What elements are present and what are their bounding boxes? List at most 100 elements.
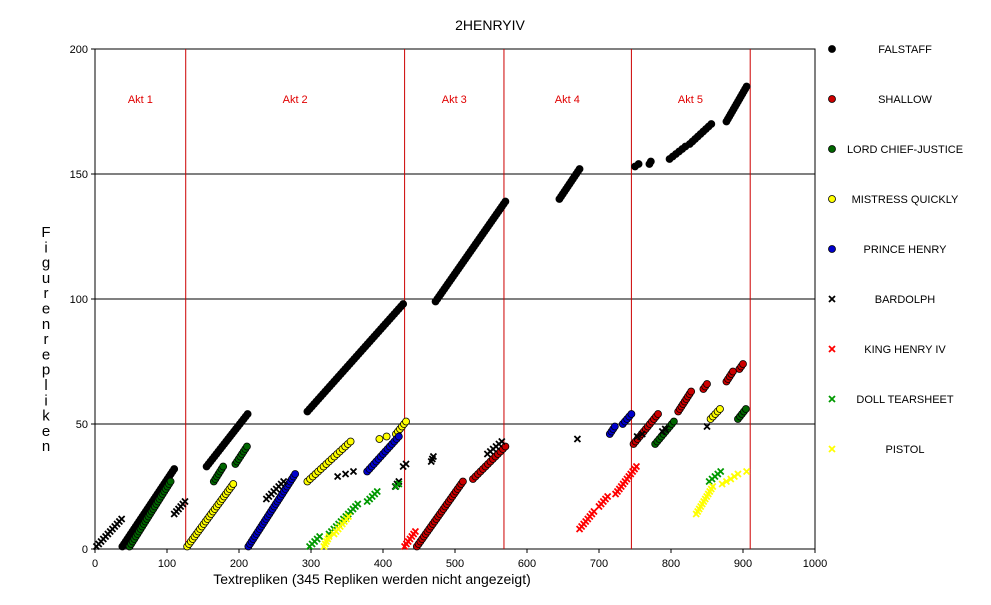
data-point <box>170 465 179 473</box>
y-tick-label: 0 <box>82 544 88 556</box>
y-tick-label: 200 <box>70 44 88 56</box>
legend-label: DOLL TEARSHEET <box>856 394 953 406</box>
x-tick-label: 900 <box>734 558 752 570</box>
act-label: Akt 1 <box>128 94 153 106</box>
data-point <box>828 345 836 353</box>
data-point <box>395 480 403 488</box>
data-point <box>243 442 251 451</box>
legend: FALSTAFF SHALLOW LORD CHIEF-JUSTICE MISTRES… <box>828 44 963 456</box>
data-point <box>742 467 751 476</box>
y-axis-label-char: l <box>44 377 47 394</box>
y-axis-label-char: e <box>42 423 50 440</box>
data-point <box>498 437 506 446</box>
data-point <box>687 387 696 396</box>
y-axis-label-char: k <box>42 408 50 425</box>
x-axis-label: Textrepliken (345 Repliken werden nicht … <box>213 571 531 587</box>
data-point <box>501 197 510 206</box>
data-point <box>661 425 669 433</box>
data-point <box>669 417 678 426</box>
data-point <box>739 360 747 368</box>
legend-label: KING HENRY IV <box>864 344 946 356</box>
data-point <box>501 442 510 451</box>
act-label: Akt 5 <box>678 94 703 106</box>
y-axis-label-char: n <box>42 438 50 455</box>
data-point <box>280 477 288 486</box>
data-point <box>382 432 391 441</box>
x-tick-label: 600 <box>518 558 536 570</box>
x-tick-label: 1000 <box>803 558 827 570</box>
y-axis-label-char: i <box>44 392 47 409</box>
act-boundaries: Akt 1 Akt 2 Akt 3 Akt 4 Akt 5 <box>128 49 751 549</box>
data-point <box>828 95 836 103</box>
data-point <box>346 437 355 446</box>
data-point <box>632 462 641 471</box>
data-point <box>341 470 350 478</box>
data-point <box>828 395 836 403</box>
y-axis-label-char: e <box>42 301 50 318</box>
data-point <box>604 492 612 501</box>
x-tick-label: 100 <box>158 558 176 570</box>
data-point <box>722 477 731 486</box>
data-point <box>334 472 342 481</box>
gridlines <box>95 173 815 425</box>
data-point <box>703 380 711 388</box>
data-point <box>638 430 646 438</box>
x-tick-label: 200 <box>230 558 248 570</box>
data-point <box>590 507 598 516</box>
y-axis-label-char: g <box>42 255 50 272</box>
data-point <box>219 462 228 471</box>
data-point <box>633 432 641 441</box>
data-point <box>729 367 737 376</box>
data-point <box>573 435 582 443</box>
data-point <box>707 120 716 128</box>
y-tick-label: 50 <box>76 419 88 431</box>
data-point <box>118 515 126 523</box>
act-label: Akt 4 <box>555 94 580 106</box>
y-axis-label-char: F <box>41 224 50 241</box>
data-point <box>373 487 381 496</box>
legend-label: PISTOL <box>886 444 925 456</box>
x-tick-label: 0 <box>92 558 98 570</box>
act-label: Akt 2 <box>283 94 308 106</box>
legend-label: LORD CHIEF-JUSTICE <box>847 144 963 156</box>
y-tick-label: 100 <box>70 294 88 306</box>
data-point <box>717 467 725 476</box>
data-point <box>828 145 836 153</box>
legend-label: FALSTAFF <box>878 44 932 56</box>
y-axis-label-char: u <box>42 270 50 287</box>
data-point <box>229 480 238 488</box>
y-axis-label-char: e <box>42 346 50 363</box>
data-point <box>654 410 662 418</box>
data-point <box>716 405 724 413</box>
series-prince-henry <box>244 410 636 551</box>
data-point <box>828 245 836 253</box>
data-point <box>166 477 175 486</box>
y-tick-label: 150 <box>70 169 88 181</box>
data-point <box>828 195 836 203</box>
series-lord-chief-justice <box>125 405 750 551</box>
data-point <box>394 432 403 441</box>
data-point <box>742 82 751 91</box>
data-point <box>402 460 410 468</box>
data-point <box>709 482 717 491</box>
data-point <box>325 532 333 541</box>
legend-label: PRINCE HENRY <box>864 244 948 256</box>
chart-title: 2HENRYIV <box>455 17 525 33</box>
y-axis-label-char: r <box>44 285 49 302</box>
data-point <box>828 445 836 453</box>
data-point <box>411 527 420 536</box>
data-point <box>429 452 438 461</box>
data-point <box>610 422 619 431</box>
data-point <box>718 480 726 488</box>
x-tick-label: 800 <box>662 558 680 570</box>
data-point <box>703 422 711 431</box>
y-axis-label-char: p <box>42 362 50 379</box>
data-point <box>181 497 189 506</box>
x-tick-label: 700 <box>590 558 608 570</box>
data-point <box>402 417 410 426</box>
data-point <box>646 157 655 166</box>
data-point <box>634 160 643 168</box>
series-shallow <box>412 360 747 551</box>
